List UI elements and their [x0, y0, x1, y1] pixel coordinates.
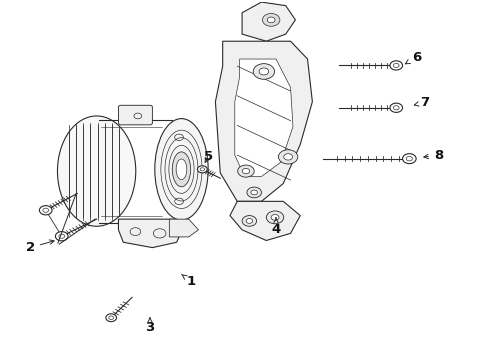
Ellipse shape: [58, 116, 136, 226]
Circle shape: [245, 219, 252, 223]
Circle shape: [389, 61, 402, 70]
Circle shape: [197, 166, 207, 173]
Text: 7: 7: [413, 96, 428, 109]
Circle shape: [267, 17, 274, 23]
Circle shape: [250, 190, 257, 195]
Polygon shape: [118, 219, 181, 248]
Circle shape: [55, 231, 68, 241]
Polygon shape: [234, 59, 292, 176]
Ellipse shape: [176, 159, 186, 180]
Circle shape: [259, 68, 268, 75]
Circle shape: [283, 154, 292, 160]
Text: 5: 5: [203, 150, 212, 163]
Polygon shape: [169, 219, 198, 237]
Ellipse shape: [172, 152, 190, 187]
Circle shape: [266, 211, 283, 224]
Circle shape: [270, 215, 278, 220]
Circle shape: [237, 165, 254, 177]
Circle shape: [40, 206, 52, 215]
Polygon shape: [215, 41, 312, 201]
Circle shape: [262, 13, 279, 26]
Text: 8: 8: [423, 149, 442, 162]
Circle shape: [105, 314, 116, 321]
Circle shape: [278, 150, 297, 164]
Polygon shape: [229, 201, 300, 240]
Circle shape: [253, 64, 274, 79]
Circle shape: [246, 187, 261, 198]
Polygon shape: [242, 2, 295, 41]
Ellipse shape: [155, 118, 208, 220]
Circle shape: [389, 103, 402, 112]
Text: 3: 3: [145, 318, 154, 334]
Text: 4: 4: [271, 218, 280, 236]
Circle shape: [242, 216, 256, 226]
Text: 2: 2: [25, 240, 54, 254]
Circle shape: [402, 154, 415, 164]
Circle shape: [242, 168, 249, 174]
Text: 1: 1: [181, 274, 195, 288]
FancyBboxPatch shape: [118, 105, 152, 125]
Text: 6: 6: [405, 51, 420, 64]
